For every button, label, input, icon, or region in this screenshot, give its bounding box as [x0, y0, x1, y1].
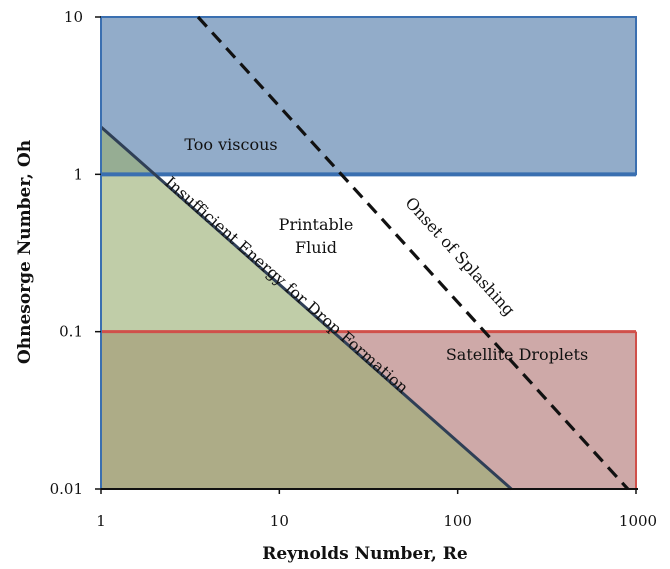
y-tick-label: 10 — [64, 8, 83, 26]
too-viscous-label: Too viscous — [184, 135, 277, 154]
too-viscous-region — [101, 17, 636, 175]
onset-of-splashing-line — [196, 15, 630, 491]
ticks-layer: 1 10 100 1000 0.01 0.1 1 10 — [50, 8, 658, 530]
x-tick-label: 100 — [443, 512, 472, 530]
y-tick-label: 1 — [73, 165, 83, 183]
insufficient-energy-boundary — [100, 125, 513, 491]
x-tick-label: 1000 — [619, 512, 657, 530]
x-axis-title: Reynolds Number, Re — [262, 544, 468, 564]
x-tick-label: 10 — [270, 512, 289, 530]
satellite-droplets-label: Satellite Droplets — [446, 345, 588, 364]
y-tick-label: 0.01 — [50, 480, 83, 498]
regions-layer — [101, 17, 636, 489]
plot-frame — [100, 17, 638, 490]
y-tick-label: 0.1 — [59, 323, 83, 341]
onset-of-splashing-label: Onset of Splashing — [401, 193, 518, 319]
x-tick-label: 1 — [96, 512, 106, 530]
printable-fluid-label: Printable Fluid — [279, 215, 354, 257]
y-axis-title: Ohnesorge Number, Oh — [15, 140, 35, 364]
